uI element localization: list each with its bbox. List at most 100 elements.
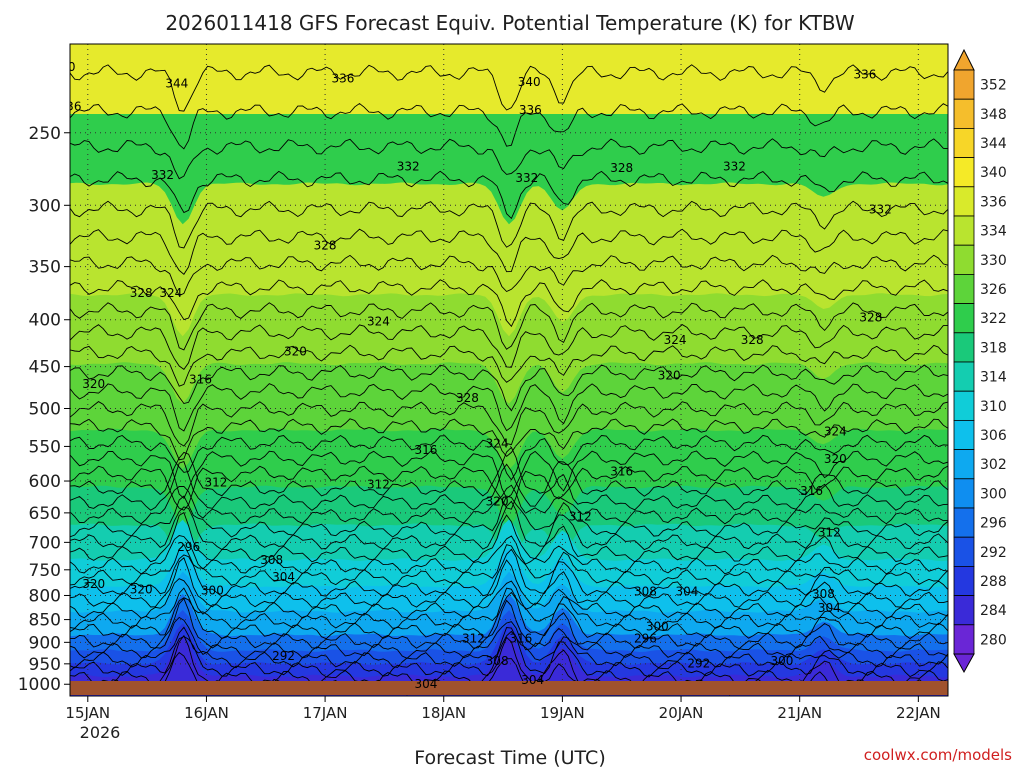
colorbar-label: 326 — [980, 282, 1007, 298]
colorbar-top-arrow — [953, 48, 975, 71]
y-tick-label: 250 — [29, 124, 61, 144]
contour-line — [70, 626, 948, 669]
contour-line — [70, 500, 948, 551]
colorbar-swatch — [953, 303, 975, 334]
contour-label: 304 — [818, 601, 841, 615]
contour-label: 308 — [812, 587, 835, 601]
contour-line — [70, 228, 948, 275]
colorbar-label: 348 — [980, 107, 1007, 123]
contour-label: 316 — [509, 631, 532, 645]
contour-label: 344 — [165, 77, 188, 91]
contour-line — [70, 434, 948, 481]
y-tick-label: 450 — [29, 358, 61, 378]
y-tick-label: 850 — [29, 611, 61, 631]
x-tick-label: 19JAN — [540, 704, 585, 722]
contour-line — [70, 383, 948, 432]
contour-label: 328 — [741, 333, 764, 347]
colorbar-swatch — [953, 624, 975, 655]
colorbar-swatch — [953, 157, 975, 188]
colorbar-label: 314 — [980, 370, 1007, 386]
y-tick-label: 800 — [29, 586, 61, 606]
contour-label: 320 — [486, 495, 509, 509]
contour-line — [70, 548, 948, 598]
contour-line — [70, 102, 948, 150]
colorbar-label: 302 — [980, 457, 1007, 473]
x-tick-label: 20JAN — [659, 704, 704, 722]
fill-top-band — [70, 44, 948, 114]
contour-line — [70, 138, 948, 180]
contour-label: 332 — [869, 202, 892, 216]
fill-layer — [70, 635, 948, 696]
contour-line — [70, 401, 948, 447]
contour-line — [70, 461, 948, 511]
contour-label: 312 — [204, 475, 227, 489]
contour-line — [70, 591, 948, 640]
contour-label: 336 — [59, 99, 82, 113]
colorbar-label: 310 — [980, 399, 1007, 415]
y-tick-label: 550 — [29, 437, 61, 457]
y-tick-label: 600 — [29, 472, 61, 492]
colorbar-label: 284 — [980, 603, 1007, 619]
contour-line — [70, 418, 948, 461]
contour-line — [70, 200, 948, 249]
colorbar-label: 300 — [980, 486, 1007, 502]
contour-line — [70, 64, 948, 112]
contour-label: 308 — [634, 584, 657, 598]
colorbar-swatch — [953, 244, 975, 275]
contour-line — [70, 616, 948, 659]
contour-label: 308 — [260, 553, 283, 567]
credit-text[interactable]: coolwx.com/models — [864, 746, 1012, 764]
y-tick-label: 900 — [29, 633, 61, 653]
y-tick-label: 950 — [29, 655, 61, 675]
contour-label: 316 — [800, 484, 823, 498]
colorbar-label: 330 — [980, 253, 1007, 269]
colorbar-label: 340 — [980, 165, 1007, 181]
contour-label: 296 — [177, 540, 200, 554]
y-tick-label: 700 — [29, 533, 61, 553]
contour-label: 328 — [314, 239, 337, 253]
contour-line — [70, 446, 948, 497]
contour-label: 324 — [824, 425, 847, 439]
contour-line — [70, 535, 948, 575]
grid-lines — [70, 44, 948, 696]
colorbar-swatch — [953, 566, 975, 597]
colorbar-swatch — [953, 69, 975, 100]
colorbar-swatch — [953, 127, 975, 158]
contour-line — [70, 254, 948, 297]
colorbar-swatch — [953, 449, 975, 480]
contour-label: 336 — [331, 71, 354, 85]
colorbar-swatch — [953, 98, 975, 129]
colorbar-label: 280 — [980, 632, 1007, 648]
colorbar-label: 336 — [980, 194, 1007, 210]
colorbar-swatch — [953, 507, 975, 538]
colorbar-label: 306 — [980, 428, 1007, 444]
y-tick-label: 400 — [29, 311, 61, 331]
contour-line — [70, 170, 948, 220]
contour-line — [70, 279, 948, 328]
x-tick-label: 17JAN — [303, 704, 348, 722]
colorbar-swatch — [953, 478, 975, 509]
contour-label: 300 — [646, 620, 669, 634]
contour-line — [70, 511, 948, 563]
colorbar-label: 334 — [980, 224, 1007, 240]
x-tick-label: 21JAN — [777, 704, 822, 722]
contour-line — [70, 324, 948, 371]
contour-labels: 340 344 336 340 336 336 336 332 332 332 328 332 332 3… — [59, 60, 892, 691]
colorbar-swatch — [953, 273, 975, 304]
colorbar-swatch — [953, 390, 975, 421]
contour-line — [70, 465, 948, 511]
x-axis-label: Forecast Time (UTC) — [414, 747, 605, 768]
contour-label: 336 — [853, 68, 876, 82]
contour-label: 324 — [159, 286, 182, 300]
colorbar-label: 296 — [980, 516, 1007, 532]
y-axis: 2503003504004505005506006507007508008509… — [18, 124, 70, 695]
contour-label: 304 — [272, 570, 295, 584]
contour-label: 304 — [676, 584, 699, 598]
colorbar-swatch — [953, 215, 975, 246]
contour-line — [70, 484, 948, 525]
plot-frame — [69, 43, 949, 697]
x-year-label: 2026 — [80, 723, 121, 742]
contour-label: 332 — [515, 171, 538, 185]
colorbar-swatch — [953, 595, 975, 626]
